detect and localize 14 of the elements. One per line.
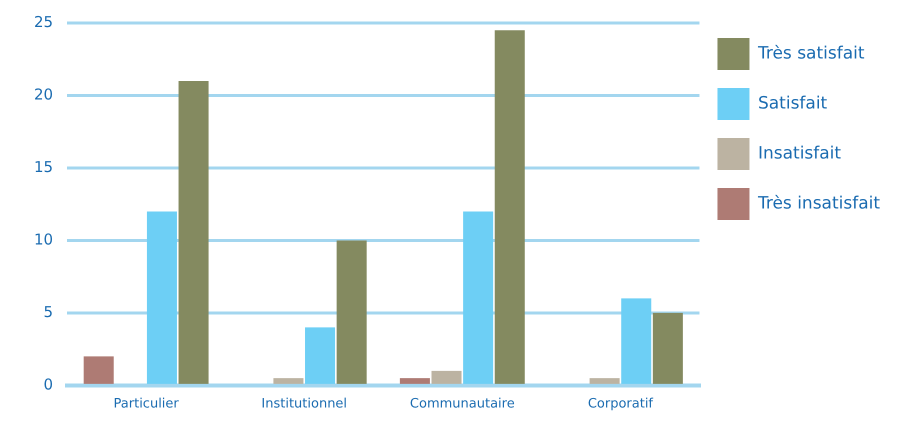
x-tick-label: Corporatif bbox=[588, 396, 654, 412]
legend-label: Très insatisfait bbox=[756, 193, 880, 214]
legend-label: Très satisfait bbox=[756, 43, 865, 64]
x-tick-label: Communautaire bbox=[410, 396, 515, 412]
x-tick-label: Institutionnel bbox=[261, 396, 348, 412]
legend-label: Satisfait bbox=[758, 93, 828, 114]
y-tick-label: 25 bbox=[34, 12, 54, 31]
x-tick-label: Particulier bbox=[114, 396, 180, 412]
y-tick-label: 0 bbox=[44, 375, 54, 394]
y-tick-label: 15 bbox=[34, 158, 54, 176]
legend-label: Insatisfait bbox=[758, 143, 842, 164]
y-tick-label: 10 bbox=[34, 230, 54, 248]
y-tick-label: 5 bbox=[44, 302, 54, 321]
y-tick-label: 20 bbox=[34, 85, 54, 104]
